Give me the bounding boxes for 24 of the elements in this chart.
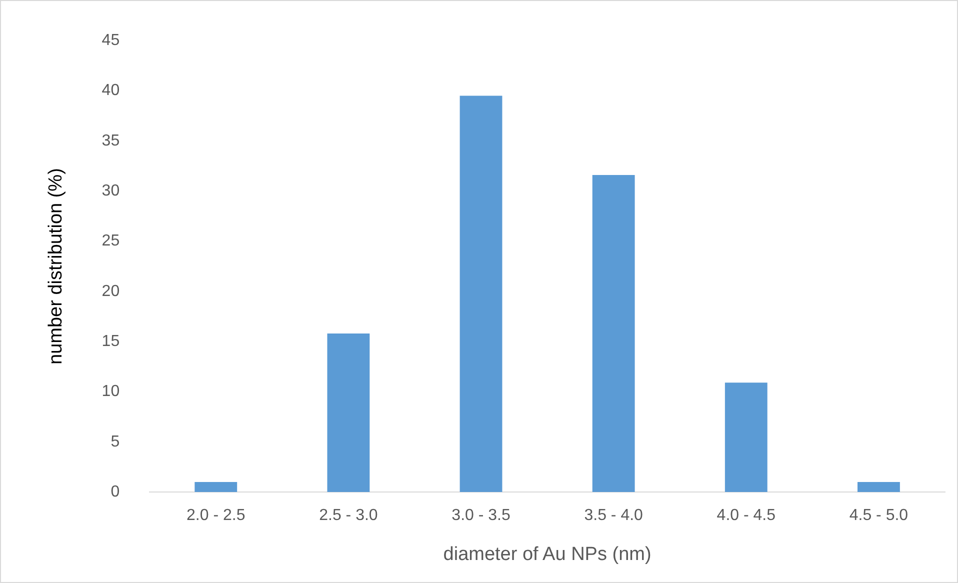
y-tick-label: 20 — [102, 282, 120, 300]
y-tick-label: 30 — [102, 182, 120, 200]
bar — [460, 96, 502, 492]
x-tick-label: 2.0 - 2.5 — [186, 507, 246, 524]
y-tick-label: 40 — [102, 82, 120, 100]
bar — [858, 482, 900, 492]
y-tick-label: 35 — [102, 132, 120, 150]
bar — [724, 382, 768, 492]
x-tick-label: 4.0 - 4.5 — [716, 507, 776, 524]
x-tick-label: 4.5 - 5.0 — [849, 507, 908, 524]
x-tick-label: 3.0 - 3.5 — [452, 507, 510, 524]
y-tick-label: 25 — [102, 232, 120, 250]
y-tick-label: 0 — [110, 483, 120, 500]
bar — [327, 334, 370, 492]
y-tick-label: 15 — [102, 332, 120, 350]
y-tick-label: 5 — [110, 433, 120, 450]
x-axis-title: diameter of Au NPs (nm) — [443, 544, 652, 565]
y-tick-label: 10 — [102, 383, 120, 400]
x-tick-label: 2.5 - 3.0 — [319, 507, 378, 524]
y-axis-title: number distribution (%) — [46, 168, 67, 365]
bar — [194, 482, 238, 492]
bar — [592, 175, 635, 492]
x-tick-label: 3.5 - 4.0 — [584, 507, 644, 524]
y-tick-label: 45 — [102, 32, 120, 50]
